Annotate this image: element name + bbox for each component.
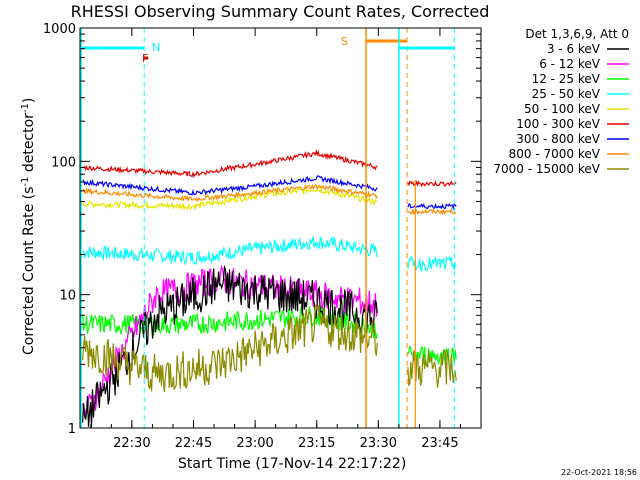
series-line xyxy=(82,264,378,417)
y-tick-label: 1000 xyxy=(43,22,76,37)
legend-label: 3 - 6 keV xyxy=(547,42,601,56)
legend-label: 100 - 300 keV xyxy=(516,117,600,131)
flag-s-label: S xyxy=(341,35,348,48)
y-axis-label-mid: detector xyxy=(21,113,37,177)
series-layer xyxy=(82,148,457,428)
legend-label: 800 - 7000 keV xyxy=(509,147,601,161)
y-axis-label-end: ) xyxy=(21,98,37,103)
legend-label: 6 - 12 keV xyxy=(539,57,601,71)
generation-timestamp: 22-Oct-2021 18:56 xyxy=(561,468,637,477)
series-line-after-gap xyxy=(407,207,457,216)
series-line xyxy=(82,185,378,212)
series-line xyxy=(82,175,378,196)
plot-area-group xyxy=(80,28,457,428)
legend-label: 7000 - 15000 keV xyxy=(493,162,600,176)
series-line xyxy=(82,183,378,203)
vertical-marker-layer xyxy=(80,28,455,428)
flag-n-label: N xyxy=(152,41,160,54)
y-axis: 1 10 100 1000 xyxy=(43,22,481,437)
series-line xyxy=(82,304,378,393)
series-line xyxy=(82,305,378,340)
series-line-after-gap xyxy=(407,349,457,388)
legend-label: 50 - 100 keV xyxy=(524,102,601,116)
y-axis-label-sup1: -1 xyxy=(20,177,31,187)
y-axis-label: Corrected Count Rate (s-1 detector-1) xyxy=(20,98,37,355)
flag-f-label: F xyxy=(142,52,148,65)
x-tick-label: 23:15 xyxy=(298,436,335,451)
series-line-after-gap xyxy=(407,202,457,211)
legend-label: 25 - 50 keV xyxy=(532,87,601,101)
series-line xyxy=(82,235,378,266)
x-axis: 22:30 22:45 23:00 23:15 23:30 23:45 xyxy=(90,28,482,451)
y-tick-label: 100 xyxy=(51,155,76,170)
legend-label: 12 - 25 keV xyxy=(532,72,601,86)
series-line-after-gap xyxy=(407,345,457,367)
series-line-after-gap xyxy=(407,179,457,188)
legend-label: 300 - 800 keV xyxy=(516,132,600,146)
series-line-after-gap xyxy=(407,254,457,273)
y-tick-label: 10 xyxy=(59,289,76,304)
x-tick-label: 22:45 xyxy=(175,436,212,451)
chart-title: RHESSI Observing Summary Count Rates, Co… xyxy=(71,2,490,21)
x-tick-label: 23:00 xyxy=(236,436,273,451)
series-line xyxy=(82,148,378,179)
x-tick-label: 22:30 xyxy=(113,436,150,451)
plot-frame xyxy=(79,27,482,429)
y-axis-label-main: Corrected Count Rate (s xyxy=(21,187,37,355)
legend-title: Det 1,3,6,9, Att 0 xyxy=(525,27,629,41)
x-tick-label: 23:30 xyxy=(360,436,397,451)
y-axis-label-sup2: -1 xyxy=(20,103,31,113)
y-tick-label: 1 xyxy=(68,422,76,437)
x-tick-label: 23:45 xyxy=(421,436,458,451)
x-axis-label: Start Time (17-Nov-14 22:17:22) xyxy=(178,456,406,472)
